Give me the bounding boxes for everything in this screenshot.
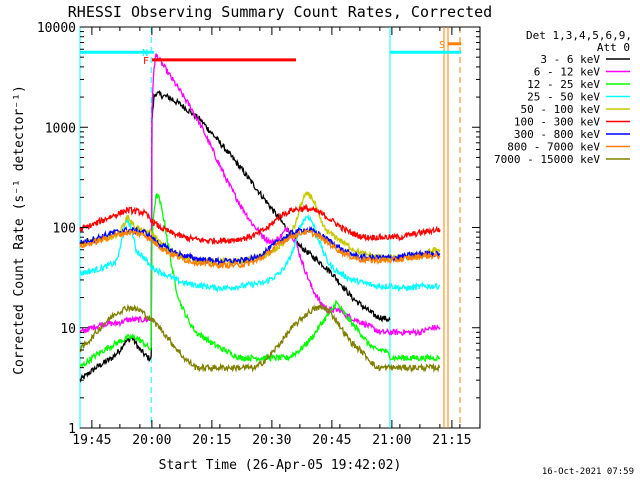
series-line [79,225,441,266]
x-tick-label: 20:45 [312,433,351,448]
x-axis-label: Start Time (26-Apr-05 19:42:02) [159,458,402,473]
series-line [79,53,441,337]
flag-label: N [142,48,148,59]
series-layer [79,53,441,383]
series-line [79,214,441,293]
legend-entry-label: 12 - 25 keV [527,78,600,91]
series-line [79,191,441,266]
y-tick-label: 10 [60,322,76,337]
legend-entry-label: 25 - 50 keV [527,91,600,104]
x-tick-label: 21:00 [372,433,411,448]
x-tick-label: 20:30 [252,433,291,448]
legend-entry-label: 7000 - 15000 keV [494,153,600,166]
y-tick-label: 1000 [45,121,76,136]
axes-layer: 1 10 100 1000 10000 19:45 20:00 20:15 20:30 20:45… [37,21,481,448]
y-tick-label: 10000 [37,21,76,36]
x-tick-label: 20:15 [192,433,231,448]
flag-label: F [143,56,149,67]
legend-entry-label: 3 - 6 keV [540,53,600,66]
flag-bars: NF S [80,40,462,67]
legend-entry-label: 300 - 800 keV [514,128,600,141]
series-line [79,302,441,373]
x-tick-label: 19:45 [72,433,111,448]
legend-entry-label: 6 - 12 keV [534,66,601,79]
series-line [79,192,441,368]
legend-header-line: Det 1,3,4,5,6,9, [526,29,632,42]
legend-header-line: Att 0 [597,41,630,54]
y-axis-label: Corrected Count Rate (s⁻¹ detector⁻¹) [12,85,27,375]
x-tick-label: 21:15 [432,433,471,448]
footer-timestamp: 16-Oct-2021 07:59 [541,467,634,477]
y-tick-label: 100 [53,222,76,237]
flag-label: S [439,40,445,51]
series-line [79,203,441,245]
y-tick-label: 1 [68,422,76,437]
series-line [79,228,441,269]
legend-entry-label: 100 - 300 keV [514,116,600,129]
legend-entry-label: 50 - 100 keV [521,103,601,116]
x-tick-label: 20:00 [132,433,171,448]
chart-title: RHESSI Observing Summary Count Rates, Co… [68,3,492,21]
legend-entry-label: 800 - 7000 keV [507,141,600,154]
